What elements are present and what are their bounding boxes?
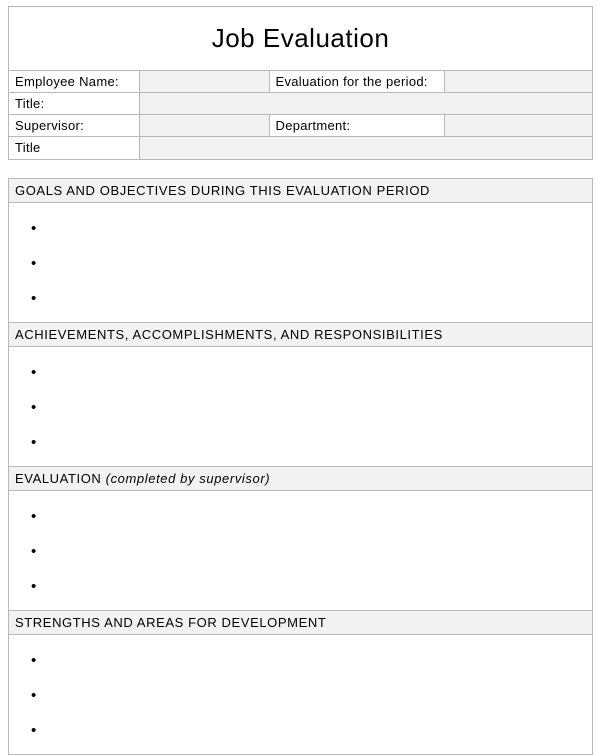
bullet-item[interactable] xyxy=(9,355,592,390)
evaluation-form: Job Evaluation Employee Name: Evaluation… xyxy=(0,6,601,755)
info-row: Title: xyxy=(9,93,592,115)
evaluation-period-label: Evaluation for the period: xyxy=(269,71,444,93)
title-label: Title: xyxy=(9,93,139,115)
bullet-item[interactable] xyxy=(9,246,592,281)
info-table: Employee Name: Evaluation for the period… xyxy=(9,70,592,159)
title-value[interactable] xyxy=(139,93,592,115)
department-value[interactable] xyxy=(444,115,592,137)
employee-name-label: Employee Name: xyxy=(9,71,139,93)
employee-name-value[interactable] xyxy=(139,71,269,93)
title2-value[interactable] xyxy=(139,137,592,159)
bullet-item[interactable] xyxy=(9,425,592,460)
section-body xyxy=(9,491,592,611)
title2-label: Title xyxy=(9,137,139,159)
section-header-text: ACHIEVEMENTS, ACCOMPLISHMENTS, AND RESPO… xyxy=(15,327,443,342)
supervisor-label: Supervisor: xyxy=(9,115,139,137)
section-header-evaluation: EVALUATION (completed by supervisor) xyxy=(9,467,592,491)
info-row: Title xyxy=(9,137,592,159)
bullet-item[interactable] xyxy=(9,569,592,604)
bullet-item[interactable] xyxy=(9,390,592,425)
section-header-text: STRENGTHS AND AREAS FOR DEVELOPMENT xyxy=(15,615,326,630)
section-header-suffix: (completed by supervisor) xyxy=(106,471,271,486)
section-body xyxy=(9,347,592,467)
header-box: Job Evaluation Employee Name: Evaluation… xyxy=(8,6,593,160)
section-header-text: EVALUATION xyxy=(15,471,106,486)
section-header-goals: GOALS AND OBJECTIVES DURING THIS EVALUAT… xyxy=(9,179,592,203)
bullet-item[interactable] xyxy=(9,499,592,534)
section-header-text: GOALS AND OBJECTIVES DURING THIS EVALUAT… xyxy=(15,183,430,198)
section-body xyxy=(9,203,592,323)
section-body xyxy=(9,635,592,755)
bullet-item[interactable] xyxy=(9,211,592,246)
bullet-item[interactable] xyxy=(9,281,592,316)
supervisor-value[interactable] xyxy=(139,115,269,137)
bullet-item[interactable] xyxy=(9,534,592,569)
evaluation-period-value[interactable] xyxy=(444,71,592,93)
department-label: Department: xyxy=(269,115,444,137)
info-row: Employee Name: Evaluation for the period… xyxy=(9,71,592,93)
sections-container: GOALS AND OBJECTIVES DURING THIS EVALUAT… xyxy=(8,178,593,755)
bullet-item[interactable] xyxy=(9,713,592,748)
bullet-item[interactable] xyxy=(9,678,592,713)
bullet-item[interactable] xyxy=(9,643,592,678)
section-header-achievements: ACHIEVEMENTS, ACCOMPLISHMENTS, AND RESPO… xyxy=(9,323,592,347)
info-row: Supervisor: Department: xyxy=(9,115,592,137)
section-header-strengths: STRENGTHS AND AREAS FOR DEVELOPMENT xyxy=(9,611,592,635)
form-title: Job Evaluation xyxy=(9,7,592,70)
